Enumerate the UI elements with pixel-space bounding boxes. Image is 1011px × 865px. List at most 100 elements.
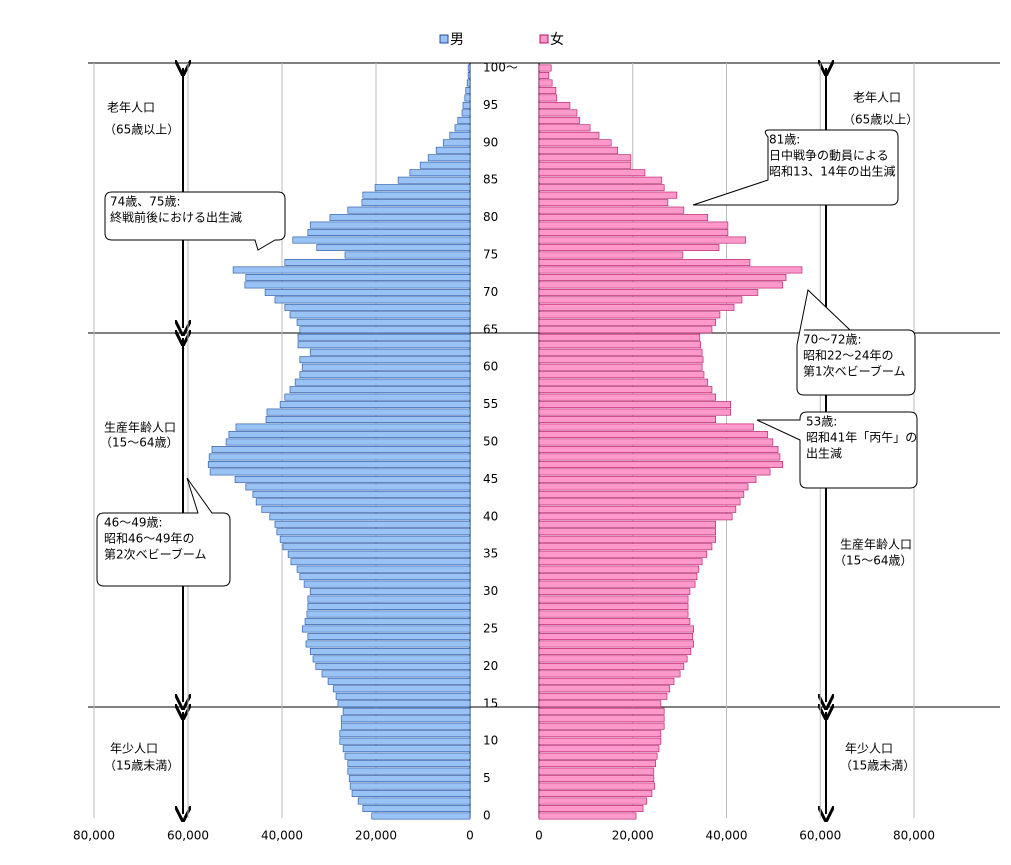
bar: [342, 707, 471, 715]
callout-box: [796, 289, 916, 396]
legend-label: 女: [550, 31, 564, 48]
bar: [435, 146, 471, 154]
bar: [538, 348, 703, 356]
bar: [344, 752, 471, 760]
bar: [538, 707, 665, 715]
bar: [538, 326, 713, 334]
bar: [538, 169, 646, 177]
bar: [245, 273, 471, 281]
callout-text: 昭和13、14年の出生減: [769, 164, 896, 179]
bar: [538, 251, 684, 259]
bar: [301, 363, 471, 371]
bar: [234, 475, 471, 483]
bar: [299, 356, 471, 364]
bar: [538, 655, 688, 663]
bar: [461, 109, 471, 117]
bar: [327, 677, 471, 685]
bar: [538, 453, 781, 461]
bar: [296, 318, 471, 326]
bar: [279, 401, 471, 409]
bar: [304, 618, 471, 625]
bar: [538, 752, 658, 760]
bar: [538, 229, 729, 237]
bar: [307, 229, 471, 237]
bar: [538, 460, 784, 468]
bar: [306, 610, 471, 618]
bar: [538, 603, 689, 611]
y-tick-label: 55: [483, 397, 498, 411]
bar: [538, 72, 550, 79]
bar: [538, 483, 749, 491]
bar: [538, 86, 557, 94]
bar: [301, 625, 471, 633]
bar: [265, 416, 471, 424]
bar: [538, 236, 747, 244]
bar: [282, 543, 471, 551]
x-tick-label: 40,000: [706, 829, 748, 843]
bar: [538, 543, 713, 551]
bar: [228, 431, 471, 438]
bar: [538, 573, 698, 581]
bar: [538, 288, 759, 296]
bar: [538, 371, 705, 379]
bar: [538, 647, 692, 655]
callout-box: [692, 129, 899, 206]
legend-swatch: [539, 34, 549, 44]
bar: [538, 737, 662, 745]
bar: [321, 670, 471, 678]
bar: [457, 116, 471, 124]
bar: [466, 79, 471, 87]
bar: [284, 393, 471, 401]
bar: [442, 139, 471, 147]
bar: [538, 416, 717, 424]
y-tick-label: 75: [483, 248, 498, 262]
bar: [538, 610, 689, 618]
bar: [538, 505, 737, 513]
x-tick-label: 80,000: [73, 829, 115, 843]
bar: [538, 408, 732, 416]
bar: [348, 775, 471, 783]
bar: [244, 281, 471, 289]
x-tick-label: 20,000: [355, 829, 397, 843]
bar: [245, 483, 471, 491]
bar: [538, 206, 685, 214]
bar: [347, 760, 471, 768]
bar: [538, 677, 675, 685]
bar: [309, 348, 471, 356]
bar: [274, 520, 471, 528]
bar: [467, 72, 471, 79]
bar: [339, 730, 471, 738]
bar: [538, 535, 717, 543]
callout-text: 第2次ベビーブーム: [104, 547, 207, 562]
y-tick-label: 95: [483, 98, 498, 112]
bar: [538, 333, 701, 341]
bar: [538, 692, 668, 700]
bar: [344, 251, 471, 259]
bar: [538, 176, 663, 184]
bar: [538, 259, 751, 266]
callout-box: [756, 411, 918, 489]
bar: [538, 64, 552, 72]
age-group-label: 老年人口: [853, 91, 901, 105]
bar: [292, 236, 471, 244]
bar: [538, 790, 653, 798]
bar: [225, 438, 471, 446]
y-tick-label: 70: [483, 285, 498, 299]
bar: [538, 124, 591, 132]
bar: [309, 647, 471, 655]
bar: [462, 101, 471, 109]
callout-text: 53歳:: [806, 415, 837, 429]
bar: [299, 573, 471, 581]
callout-box: [104, 191, 286, 251]
callout-text: 昭和22～24年の: [803, 349, 894, 363]
y-tick-label: 10: [483, 734, 498, 748]
bar: [538, 221, 729, 229]
bar: [347, 767, 471, 775]
bar: [309, 588, 471, 596]
bar: [349, 782, 471, 790]
bar: [296, 565, 471, 573]
bar: [307, 603, 471, 611]
bar: [538, 490, 745, 498]
bar: [538, 318, 717, 326]
